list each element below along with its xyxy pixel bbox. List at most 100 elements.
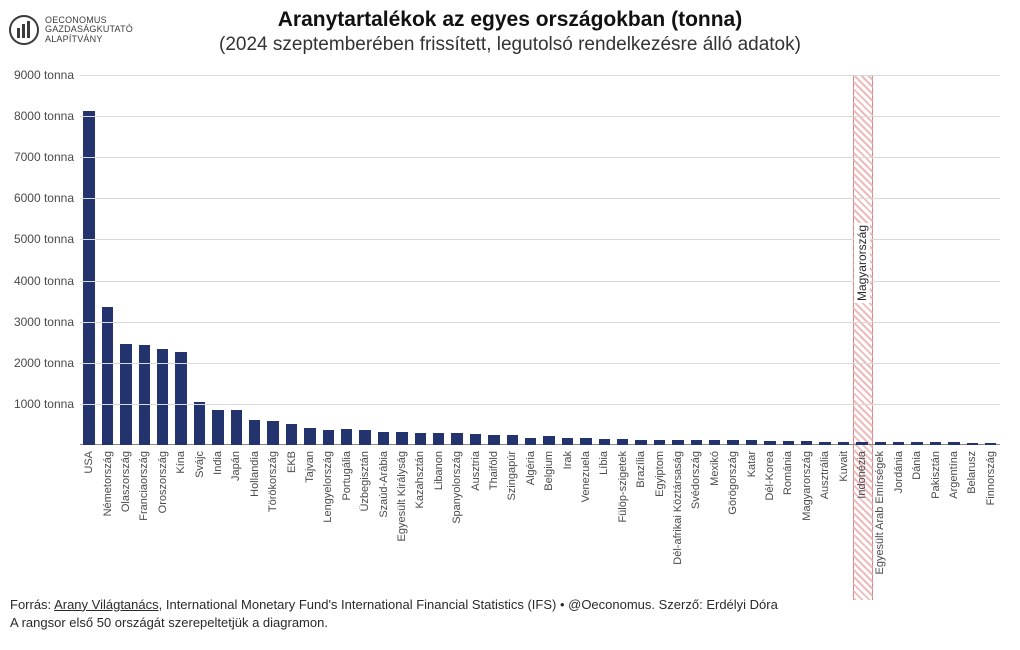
x-axis-label: Üzbegisztán [359,451,371,512]
x-axis-label: Jordánia [893,451,905,493]
bar [727,440,738,445]
bar-slot [227,75,245,445]
x-axis-label: Finnország [985,451,997,505]
bar [819,442,830,445]
bar [175,352,186,445]
bar [856,442,867,445]
x-axis-label: Irak [562,451,574,469]
bar [231,410,242,445]
x-axis-label: Lengyelország [322,451,334,523]
bar-slot [319,75,337,445]
bar-slot [135,75,153,445]
x-axis-label: Portugália [341,451,353,501]
x-axis-label: Szaúd-Arábia [378,451,390,518]
x-axis-label: Dél-Korea [764,451,776,501]
gridline [80,198,1000,199]
bar-slot [522,75,540,445]
bar [764,441,775,445]
bar-slot [926,75,944,445]
x-axis-labels: USANémetországOlaszországFranciaországOr… [80,447,1000,597]
bar [709,440,720,445]
bar [396,432,407,445]
bar [599,439,610,445]
highlight-label: Magyarország [855,225,869,301]
x-axis-label: Magyarország [801,451,813,521]
bar-slot [282,75,300,445]
bar-slot [393,75,411,445]
bar-slot [338,75,356,445]
bar-slot [779,75,797,445]
x-axis-label: Kazahsztán [414,451,426,508]
bar-slot [503,75,521,445]
bar [102,307,113,445]
bar [635,440,646,445]
x-axis-label: Dél-afrikai Köztársaság [672,451,684,565]
bar [139,345,150,445]
bar-slot [98,75,116,445]
bar-slot [669,75,687,445]
bar [893,442,904,445]
bar [249,420,260,445]
source-link[interactable]: Arany Világtanács [54,597,159,612]
bar [194,402,205,445]
bar-slot [448,75,466,445]
bar-slot [411,75,429,445]
footnote: Forrás: Arany Világtanács, International… [10,596,778,632]
bar-slot [963,75,981,445]
bar [378,432,389,445]
gridline [80,404,1000,405]
footnote-line2: A rangsor első 50 országát szerepeltetjü… [10,614,778,632]
chart-subtitle: (2024 szeptemberében frissített, legutol… [0,34,1020,56]
x-axis-label: Dánia [911,451,923,480]
x-axis-label: Argentína [948,451,960,499]
chart-plot-area: 1000 tonna2000 tonna3000 tonna4000 tonna… [80,75,1000,445]
bar-slot [209,75,227,445]
x-axis-label: Ausztria [470,451,482,491]
x-axis-label: Franciaország [138,451,150,521]
bar [801,441,812,445]
bar-slot [356,75,374,445]
x-axis-label: Venezuela [580,451,592,502]
x-axis-label: Brazília [635,451,647,488]
y-tick-label: 3000 tonna [14,315,80,329]
bar [433,433,444,445]
gridline [80,322,1000,323]
x-axis-label: Spanyolország [451,451,463,524]
y-tick-label: 8000 tonna [14,109,80,123]
gridline [80,363,1000,364]
bar [911,442,922,445]
x-axis-label: Líbia [598,451,610,475]
bar-slot [246,75,264,445]
bar-slot [154,75,172,445]
bar [120,344,131,445]
x-axis-label: Tajvan [304,451,316,483]
bar [507,435,518,445]
x-axis-label: USA [83,451,95,474]
x-axis-label: Egyesült Királyság [396,451,408,542]
x-axis-label: Szingapúr [506,451,518,501]
bar-slot [816,75,834,445]
x-axis-label: Thaiföld [488,451,500,490]
page: Oeconomus Gazdaságkutató Alapítvány Aran… [0,0,1020,650]
x-axis-label: India [212,451,224,475]
x-axis-label: Pakisztán [930,451,942,499]
x-axis-label: Olaszország [120,451,132,512]
x-axis-label: Görögország [727,451,739,515]
x-axis-label: Indonézia [856,451,868,499]
bar-slot [706,75,724,445]
bar [967,443,978,445]
bar [267,421,278,445]
bar [580,438,591,445]
x-axis-label: Svédország [690,451,702,509]
bar-slot [558,75,576,445]
bar [562,438,573,445]
bar [948,442,959,445]
x-axis-label: Törökország [267,451,279,512]
x-axis-label: Hollandia [249,451,261,497]
bar-slot [117,75,135,445]
bar-slot [540,75,558,445]
bar-slot [834,75,852,445]
y-tick-label: 9000 tonna [14,68,80,82]
bar [83,111,94,445]
bar [359,430,370,445]
